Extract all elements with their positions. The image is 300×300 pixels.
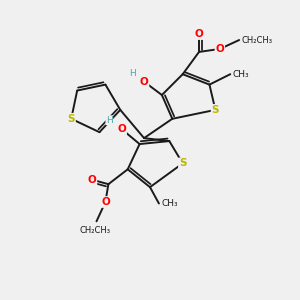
Text: S: S: [212, 105, 219, 115]
Text: O: O: [117, 124, 126, 134]
Text: O: O: [88, 175, 96, 185]
Text: H: H: [106, 116, 113, 125]
Text: O: O: [101, 197, 110, 207]
Text: O: O: [140, 76, 148, 87]
Text: CH₂CH₃: CH₂CH₃: [80, 226, 110, 235]
Text: CH₃: CH₃: [232, 70, 249, 79]
Text: O: O: [215, 44, 224, 54]
Text: O: O: [195, 29, 203, 39]
Text: CH₃: CH₃: [161, 199, 178, 208]
Text: S: S: [179, 158, 186, 168]
Text: S: S: [68, 114, 75, 124]
Text: CH₂CH₃: CH₂CH₃: [242, 35, 272, 44]
Text: H: H: [129, 69, 136, 78]
